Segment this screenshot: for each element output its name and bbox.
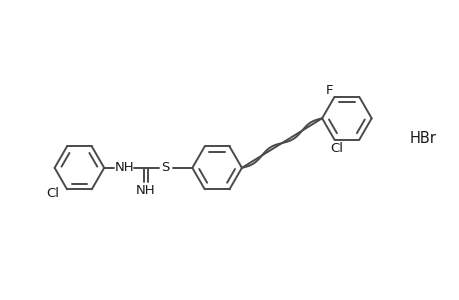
Text: Cl: Cl (46, 187, 60, 200)
Text: HBr: HBr (409, 130, 436, 146)
Text: NH: NH (136, 184, 155, 197)
Text: S: S (161, 161, 169, 174)
Text: F: F (325, 84, 333, 98)
Text: NH: NH (115, 161, 134, 174)
Text: Cl: Cl (329, 142, 342, 155)
